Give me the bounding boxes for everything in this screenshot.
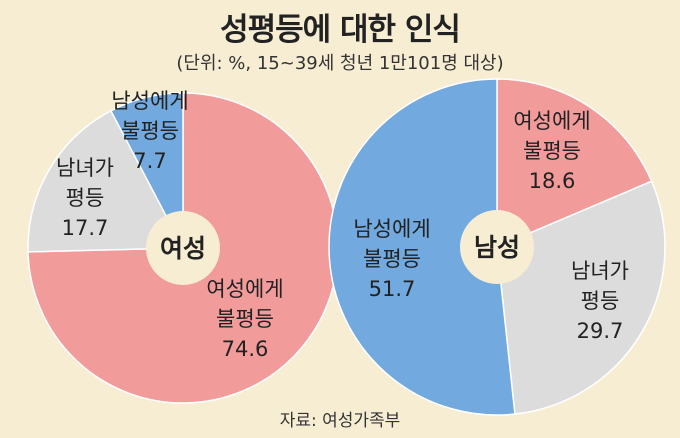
- data-label-female-male-disadvantaged-text: 불평등: [121, 119, 179, 143]
- data-label-male-male-disadvantaged-value: 51.7: [369, 277, 416, 301]
- chart-subtitle: (단위: %, 15~39세 청년 1만101명 대상): [176, 53, 504, 74]
- data-label-female-equal-value: 17.7: [62, 216, 109, 240]
- data-label-female-female-disadvantaged-text: 불평등: [216, 307, 274, 331]
- source-note: 자료: 여성가족부: [279, 411, 401, 431]
- data-label-male-equal-text: 평등: [581, 289, 620, 313]
- pie-slice-male-female-disadvantaged: [496, 78, 653, 249]
- data-label-male-male-disadvantaged-text: 불평등: [363, 247, 421, 271]
- data-label-male-equal-value: 29.7: [577, 319, 624, 343]
- pie-slice-female-male-disadvantaged: [109, 92, 184, 249]
- data-label-male-female-disadvantaged-text: 여성에게: [513, 109, 590, 133]
- chart-title: 성평등에 대한 인식: [220, 12, 461, 48]
- data-label-male-equal-text: 남녀가: [571, 259, 629, 283]
- pie-center-male: [460, 210, 534, 284]
- data-label-female-female-disadvantaged-value: 74.6: [222, 337, 269, 361]
- pie-center-female: [146, 211, 220, 285]
- pie-center-label-female: 여성: [160, 234, 206, 263]
- data-label-female-female-disadvantaged-text: 여성에게: [206, 277, 283, 301]
- data-label-female-male-disadvantaged-value: 7.7: [133, 149, 166, 173]
- data-label-female-male-disadvantaged-text: 남성에게: [111, 89, 188, 113]
- data-label-male-female-disadvantaged-value: 18.6: [529, 169, 576, 193]
- pie-slice-female-equal: [27, 109, 185, 253]
- data-label-female-equal-text: 남녀가: [56, 156, 114, 180]
- pie-slice-male-equal: [496, 180, 666, 415]
- pie-slice-male-male-disadvantaged: [328, 78, 516, 416]
- data-label-male-female-disadvantaged-text: 불평등: [523, 139, 581, 163]
- data-label-male-male-disadvantaged-text: 남성에게: [353, 217, 430, 241]
- data-label-female-equal-text: 평등: [66, 186, 105, 210]
- pie-center-label-male: 남성: [474, 233, 520, 262]
